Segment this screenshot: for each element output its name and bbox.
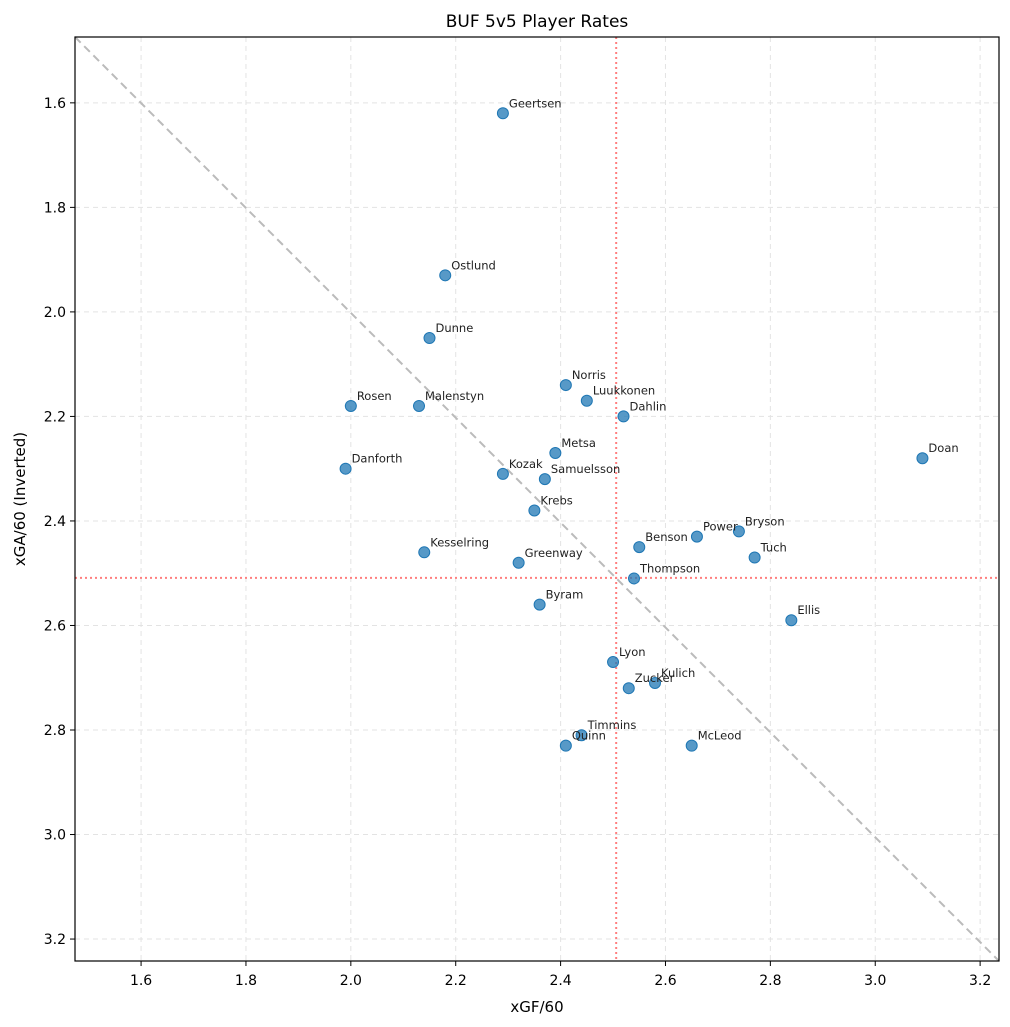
data-point — [628, 572, 641, 585]
data-point — [528, 504, 541, 517]
data-point — [339, 462, 352, 475]
x-tick-label: 2.0 — [340, 973, 362, 989]
y-tick-label: 2.0 — [44, 305, 66, 321]
data-point — [413, 399, 426, 412]
point-label: Geertsen — [509, 96, 562, 110]
x-tick-label: 3.2 — [969, 973, 991, 989]
data-point — [916, 452, 929, 465]
point-label: Malenstyn — [425, 389, 484, 403]
chart-title: BUF 5v5 Player Rates — [446, 12, 629, 32]
point-label: Benson — [645, 530, 688, 544]
data-point — [418, 546, 431, 559]
data-point — [580, 394, 593, 407]
point-label: Kesselring — [430, 535, 489, 549]
point-label: Dunne — [435, 321, 473, 335]
point-label: Greenway — [525, 546, 583, 560]
x-tick-label: 3.0 — [864, 973, 886, 989]
point-label: Kulich — [661, 666, 695, 680]
data-point — [496, 107, 509, 120]
data-points: Geertsen Ostlund Dunne Norris Luukkonen Rosen… — [339, 96, 959, 752]
data-point — [617, 410, 630, 423]
y-tick-label: 3.2 — [44, 932, 66, 948]
data-point — [559, 739, 572, 752]
data-point — [538, 473, 551, 486]
point-label: Lyon — [619, 645, 645, 659]
data-point — [549, 447, 562, 460]
data-point — [748, 551, 761, 564]
data-point — [496, 467, 509, 480]
point-label: Dahlin — [630, 399, 667, 413]
data-point — [622, 682, 635, 695]
data-point — [633, 541, 646, 554]
reference-lines — [74, 36, 1000, 962]
point-label: Ostlund — [451, 258, 496, 272]
x-tick-label: 2.8 — [759, 973, 781, 989]
y-tick-label: 2.6 — [44, 618, 66, 634]
point-label: Bryson — [745, 514, 785, 528]
point-label: Kozak — [509, 457, 543, 471]
point-label: Norris — [572, 368, 606, 382]
y-tick-label: 1.6 — [44, 96, 66, 112]
y-axis-ticks: 1.6 1.8 2.0 2.2 2.4 2.6 2.8 3.0 3.2 — [44, 96, 75, 948]
x-tick-label: 1.8 — [235, 973, 257, 989]
diagonal-line — [74, 36, 1000, 962]
x-tick-label: 2.6 — [654, 973, 676, 989]
x-tick-label: 1.6 — [130, 973, 152, 989]
data-point — [512, 556, 525, 569]
data-point — [344, 399, 357, 412]
data-point — [732, 525, 745, 538]
data-point — [533, 598, 546, 611]
point-label: Quinn — [572, 729, 606, 743]
point-label: Zucker — [635, 671, 675, 685]
x-axis-label: xGF/60 — [510, 998, 563, 1016]
point-label: Ellis — [797, 603, 820, 617]
data-point — [575, 729, 588, 742]
y-tick-label: 2.4 — [44, 514, 66, 530]
point-label: Rosen — [357, 389, 392, 403]
x-tick-label: 2.4 — [549, 973, 571, 989]
point-label: McLeod — [698, 729, 742, 743]
point-label: Luukkonen — [593, 384, 655, 398]
data-point — [607, 656, 620, 669]
point-label: Thompson — [639, 561, 700, 575]
axes-frame — [74, 36, 1000, 962]
y-tick-label: 2.8 — [44, 723, 66, 739]
y-tick-label: 3.0 — [44, 828, 66, 844]
data-point — [685, 739, 698, 752]
point-label: Byram — [546, 588, 584, 602]
data-point — [690, 530, 703, 543]
data-point — [648, 676, 661, 689]
data-point — [423, 332, 436, 345]
grid-lines — [75, 37, 999, 961]
y-tick-label: 1.8 — [44, 200, 66, 216]
point-label: Krebs — [540, 493, 572, 507]
point-label: Metsa — [561, 436, 596, 450]
x-axis-ticks: 1.6 1.8 2.0 2.2 2.4 2.6 2.8 3.0 3.2 — [130, 961, 991, 989]
y-tick-label: 2.2 — [44, 409, 66, 425]
point-label: Tuch — [760, 541, 787, 555]
point-label: Doan — [928, 441, 958, 455]
point-label: Timmins — [587, 718, 637, 732]
data-point — [559, 379, 572, 392]
point-label: Samuelsson — [551, 462, 620, 476]
data-point — [785, 614, 798, 627]
y-axis-label: xGA/60 (Inverted) — [11, 432, 29, 566]
point-label: Danforth — [352, 452, 403, 466]
point-label: Power — [703, 520, 738, 534]
x-tick-label: 2.2 — [445, 973, 467, 989]
data-point — [439, 269, 452, 282]
